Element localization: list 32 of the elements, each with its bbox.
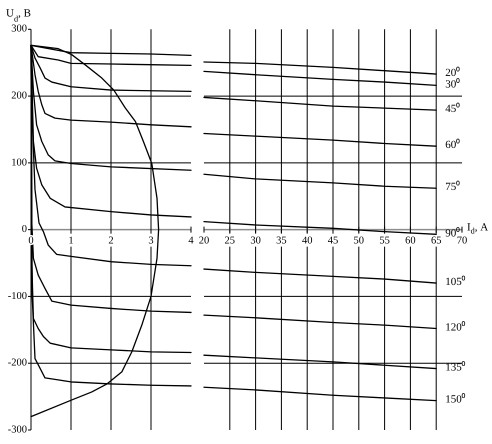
series-label: 135⁰ — [445, 360, 466, 374]
x-tick-label: 1 — [68, 236, 74, 247]
y-tick-label: 300 — [11, 24, 27, 35]
series-label: 30⁰ — [445, 76, 460, 90]
y-tick-label: 100 — [11, 157, 27, 168]
x-tick-label: 45 — [328, 236, 338, 247]
x-axis-title: I$_{d}$, А — [467, 221, 488, 236]
x-tick-label: 3 — [148, 236, 154, 247]
x-tick-label: 20 — [198, 236, 210, 247]
x-tick-label: 35 — [276, 236, 287, 247]
series-label: 150⁰ — [445, 392, 466, 406]
y-tick-label: -100 — [8, 290, 27, 302]
x-tick-label: 25 — [224, 236, 236, 247]
y-tick-label: 0 — [22, 224, 27, 236]
series-label: 75⁰ — [445, 180, 460, 193]
series-label: 105⁰ — [445, 274, 466, 288]
x-tick-label: 50 — [354, 236, 364, 247]
series-label: 20⁰ — [445, 66, 460, 79]
x-tick-label: 40 — [302, 236, 312, 247]
x-tick-label: 30 — [250, 236, 261, 247]
y-axis-title: U$_{d}$, В — [6, 7, 31, 23]
x-tick-label: 4 — [188, 236, 194, 247]
x-tick-label: 65 — [430, 236, 442, 247]
x-tick-label: 60 — [405, 236, 416, 247]
y-tick-label: -300 — [8, 424, 27, 436]
y-tick-label: -200 — [8, 358, 27, 369]
x-tick-label: 2 — [108, 236, 114, 247]
y-tick-label: 200 — [11, 90, 27, 102]
series-label: 120⁰ — [445, 320, 466, 334]
series-label: 45⁰ — [445, 102, 460, 115]
series-label: 60⁰ — [445, 138, 460, 151]
x-tick-label: 55 — [379, 236, 390, 247]
